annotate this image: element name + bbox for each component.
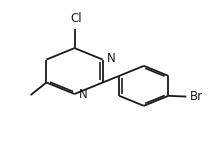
Text: Cl: Cl <box>71 12 83 25</box>
Text: N: N <box>107 52 116 65</box>
Text: N: N <box>79 88 88 101</box>
Text: Br: Br <box>189 90 202 103</box>
